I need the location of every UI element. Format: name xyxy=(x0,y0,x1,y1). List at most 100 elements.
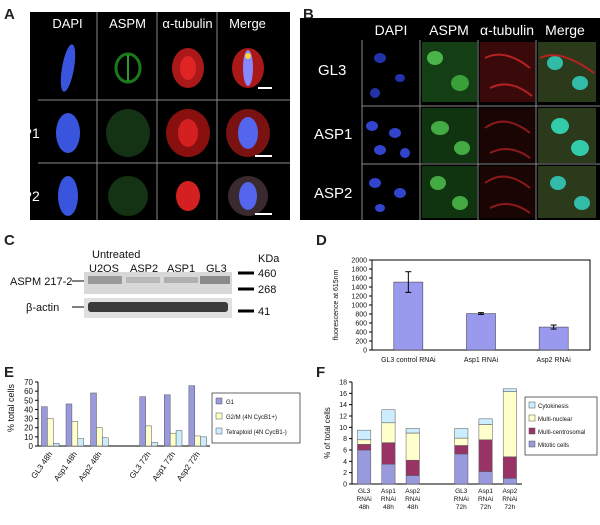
a-asp2-aspm xyxy=(108,176,148,216)
chart-f-bar-segment xyxy=(381,409,396,424)
chart-e-legend-label: G1 xyxy=(226,400,235,406)
chart-e-bar xyxy=(71,421,79,447)
panel-b: DAPI ASPM α-tubulin Merge GL3 ASP1 ASP2 xyxy=(300,18,600,220)
chart-f-ytick-label: 16 xyxy=(339,391,347,398)
b-asp1-merge xyxy=(538,108,596,163)
b-asp1-dapi xyxy=(366,121,410,158)
a-asp1-aspm xyxy=(106,109,150,157)
a-gl3-aspm xyxy=(114,52,142,84)
chart-e-ytick-label: 60 xyxy=(24,387,33,396)
chart-e-ytick-label: 50 xyxy=(24,396,33,405)
chart-f-bar-segment xyxy=(454,428,469,439)
chart-d-xtick-label: GL3 control RNAi xyxy=(381,357,436,364)
chart-f-xtick-label: 48h xyxy=(383,504,394,511)
chart-d-ytick-label: 2000 xyxy=(351,258,367,265)
chart-f-xtick-label: 72h xyxy=(480,504,491,511)
chart-f-legend-swatch xyxy=(528,427,536,435)
b-asp2-tubulin xyxy=(480,166,535,218)
chart-f-ytick-label: 18 xyxy=(339,380,347,387)
chart-e-ytick-label: 70 xyxy=(24,378,33,387)
chart-f-bar-segment xyxy=(381,422,396,443)
chart-f-bar-segment xyxy=(405,459,420,476)
panel-a-row-asp1: ASP1 xyxy=(4,125,40,141)
a-gl3-merge xyxy=(232,48,272,89)
chart-f-bar-segment xyxy=(405,432,420,461)
chart-e-ytick-label: 40 xyxy=(24,405,33,414)
chart-e-bar xyxy=(52,443,60,447)
chart-d-ytick-label: 1000 xyxy=(351,303,367,310)
chart-e-ytick-label: 20 xyxy=(24,424,33,433)
panel-b-label: B xyxy=(303,6,314,23)
panel-c-header: Untreated xyxy=(92,249,141,261)
b-asp1-tubulin xyxy=(480,108,535,163)
panel-b-col-tubulin: α-tubulin xyxy=(479,22,534,38)
band-label-aspm: ASPM 217-2 xyxy=(10,276,73,288)
chart-e-bar xyxy=(188,385,196,447)
panel-a-col-tubulin: α-tubulin xyxy=(162,16,213,31)
chart-d-xtick-label: Asp1 RNAi xyxy=(464,357,499,364)
panel-b-col-merge: Merge xyxy=(545,22,585,38)
chart-e-bar xyxy=(47,418,54,447)
chart-f-legend-label: Multi-centrosomal xyxy=(538,430,585,436)
chart-f-ytick-label: 2 xyxy=(343,470,347,477)
chart-d-ytick-label: 1200 xyxy=(351,294,367,301)
panel-c-label: C xyxy=(4,232,15,249)
chart-f-ytick-label: 12 xyxy=(339,414,347,421)
chart-f-bar-segment xyxy=(405,428,420,434)
chart-d-xtick-label: Asp2 RNAi xyxy=(537,357,572,364)
kda-label: KDa xyxy=(258,253,280,265)
panel-d-label: D xyxy=(316,232,327,249)
chart-f-xtick-label: 48h xyxy=(359,504,370,511)
chart-e-legend-label: G2/M (4N CycB1+) xyxy=(226,415,277,421)
chart-e-bar xyxy=(102,437,109,447)
marker-460: 460 xyxy=(258,268,277,280)
chart-f-ytick-label: 10 xyxy=(339,425,347,432)
chart-f-legend-swatch xyxy=(528,401,536,409)
b-gl3-merge xyxy=(538,42,596,102)
b-gl3-tubulin xyxy=(480,42,535,102)
chart-d-ytick-label: 1600 xyxy=(351,276,367,283)
chart-f-xtick-label: GL3 xyxy=(358,488,371,495)
marker-268: 268 xyxy=(258,284,277,296)
chart-f-xtick-label: Asp1 xyxy=(381,488,396,495)
chart-e-bar xyxy=(151,442,158,447)
chart-e-legend xyxy=(211,392,301,444)
a-asp1-dapi xyxy=(56,113,80,153)
chart-f-legend-label: Multi-nuclear xyxy=(538,417,572,423)
chart-e-bar xyxy=(90,392,97,447)
chart-f-bar-segment xyxy=(405,475,420,485)
b-asp1-aspm xyxy=(422,108,477,163)
panel-b-micrographs xyxy=(361,40,600,220)
chart-f-xtick-label: Asp2 xyxy=(502,488,517,495)
a-asp2-tubulin xyxy=(176,181,200,211)
chart-f-xtick-label: RNAi xyxy=(405,496,420,503)
chart-d-ytick-label: 200 xyxy=(355,339,367,346)
chart-d-ytick-label: 600 xyxy=(355,321,367,328)
band-label-actin: β-actin xyxy=(26,302,60,314)
chart-e-bar xyxy=(77,438,84,447)
chart-f-legend-swatch xyxy=(528,440,536,448)
chart-e-bar xyxy=(200,436,207,447)
chart-d-ytick-label: 400 xyxy=(355,330,367,337)
chart-f-xtick-label: Asp2 xyxy=(405,488,420,495)
panel-a-row-asp2: ASP2 xyxy=(4,188,40,204)
b-gl3-aspm xyxy=(422,42,477,102)
panel-a-col-dapi: DAPI xyxy=(52,16,83,31)
chart-f-bar-segment xyxy=(502,456,517,479)
a-asp1-merge xyxy=(226,109,272,157)
chart-f-ytick-label: 14 xyxy=(339,402,347,409)
chart-f-xtick-label: RNAi xyxy=(502,496,517,503)
panel-a-col-aspm: ASPM xyxy=(109,16,146,31)
chart-f-bar-segment xyxy=(357,439,372,445)
chart-f-bar-segment xyxy=(357,449,372,485)
chart-f-bar-segment xyxy=(454,445,469,455)
chart-f-xtick-label: 48h xyxy=(407,504,418,511)
a-asp2-merge xyxy=(228,176,272,216)
chart-e-ytick-label: 0 xyxy=(29,442,34,451)
chart-f-ylabel: % of total cells xyxy=(323,407,332,459)
panel-b-row-asp2: ASP2 xyxy=(314,185,353,202)
chart-f-xtick-label: RNAi xyxy=(381,496,396,503)
